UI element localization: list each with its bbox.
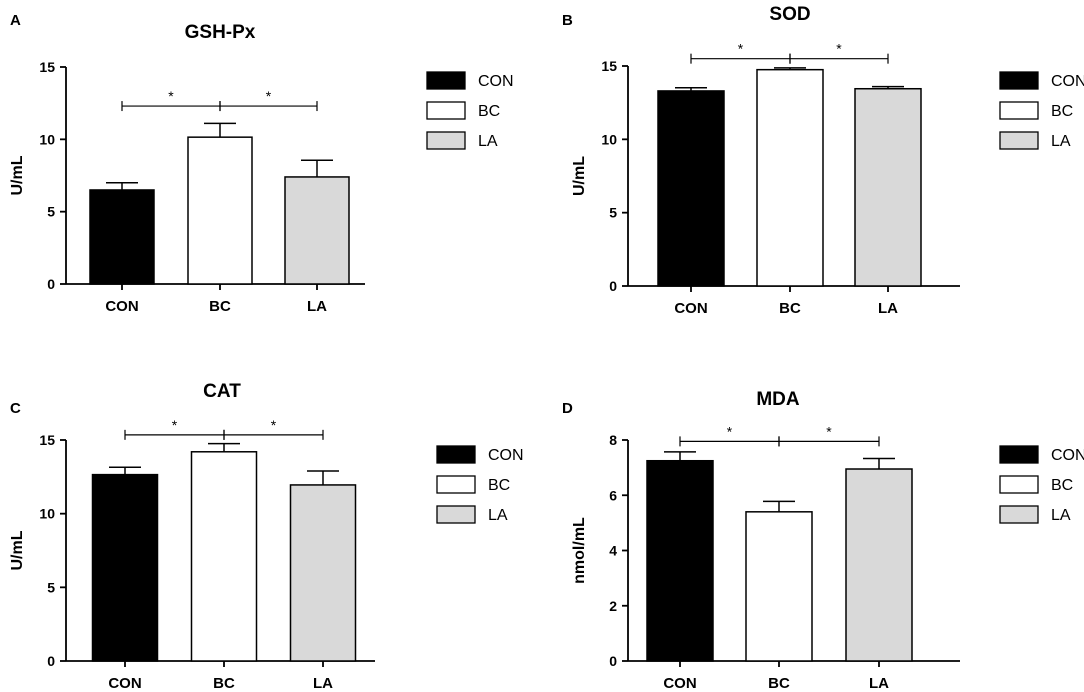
legend-label-bc: BC bbox=[1051, 103, 1073, 120]
y-tick-label: 0 bbox=[47, 276, 55, 292]
legend-swatch-con bbox=[999, 71, 1039, 90]
legend-swatch-la bbox=[999, 505, 1039, 524]
legend-label-con: CON bbox=[1051, 73, 1084, 90]
significance-star: * bbox=[826, 423, 832, 439]
y-tick-label: 5 bbox=[47, 579, 55, 595]
panel-letter: C bbox=[10, 400, 21, 417]
chart-title: MDA bbox=[756, 389, 800, 410]
significance-star: * bbox=[836, 41, 842, 57]
chart-panel-a: A GSH-Px U/mL 0 5 10 15 CON BC LA * * CON BC LA bbox=[9, 12, 514, 315]
significance-star: * bbox=[271, 417, 277, 433]
y-tick-label: 0 bbox=[47, 653, 55, 669]
bar-con bbox=[91, 473, 159, 662]
legend-swatch-con bbox=[426, 71, 466, 90]
bar-bc bbox=[745, 511, 813, 662]
bar-la bbox=[289, 484, 357, 662]
y-tick-label: 8 bbox=[609, 432, 617, 448]
chart-panel-d: D MDA nmol/mL 0 2 4 6 8 CON BC LA * * CON BC LA bbox=[562, 389, 1084, 692]
y-tick-label: 10 bbox=[39, 506, 55, 522]
significance-star: * bbox=[172, 417, 178, 433]
chart-title: CAT bbox=[203, 381, 241, 402]
x-tick-label-la: LA bbox=[878, 300, 898, 317]
legend-label-la: LA bbox=[478, 133, 498, 150]
y-tick-label: 15 bbox=[39, 59, 55, 75]
legend-label-bc: BC bbox=[478, 103, 500, 120]
legend-swatch-bc bbox=[999, 101, 1039, 120]
y-tick-label: 15 bbox=[39, 432, 55, 448]
x-tick-label-la: LA bbox=[313, 675, 333, 692]
significance-star: * bbox=[168, 88, 174, 104]
y-tick-label: 4 bbox=[609, 543, 617, 559]
x-tick-label-bc: BC bbox=[213, 675, 235, 692]
y-tick-label: 2 bbox=[609, 598, 617, 614]
legend-swatch-bc bbox=[436, 475, 476, 494]
legend-swatch-con bbox=[436, 445, 476, 464]
y-tick-label: 15 bbox=[601, 58, 617, 74]
chart-panel-b: B SOD U/mL 0 5 10 15 CON BC LA * * CON BC LA bbox=[562, 4, 1084, 317]
chart-title: GSH-Px bbox=[185, 22, 256, 43]
legend-label-con: CON bbox=[488, 447, 524, 464]
bar-bc bbox=[756, 68, 824, 287]
bar-la bbox=[845, 468, 913, 662]
significance-star: * bbox=[266, 88, 272, 104]
legend-swatch-bc bbox=[426, 101, 466, 120]
bar-bc bbox=[187, 136, 253, 285]
bar-bc bbox=[190, 451, 258, 662]
y-tick-label: 5 bbox=[609, 205, 617, 221]
legend-swatch-con bbox=[999, 445, 1039, 464]
y-tick-label: 6 bbox=[609, 487, 617, 503]
legend-label-con: CON bbox=[1051, 447, 1084, 464]
legend-label-la: LA bbox=[488, 507, 508, 524]
legend-swatch-la bbox=[426, 131, 466, 150]
bar-con bbox=[657, 90, 725, 287]
x-tick-label-con: CON bbox=[663, 675, 696, 692]
legend-label-la: LA bbox=[1051, 133, 1071, 150]
x-tick-label-bc: BC bbox=[779, 300, 801, 317]
legend-label-bc: BC bbox=[1051, 477, 1073, 494]
x-tick-label-con: CON bbox=[105, 298, 138, 315]
panel-letter: D bbox=[562, 400, 573, 417]
x-tick-label-bc: BC bbox=[768, 675, 790, 692]
bar-con bbox=[89, 189, 155, 285]
y-tick-label: 0 bbox=[609, 653, 617, 669]
panel-letter: A bbox=[10, 12, 21, 29]
y-axis-label: U/mL bbox=[9, 530, 26, 570]
legend-swatch-la bbox=[436, 505, 476, 524]
bar-la bbox=[854, 87, 922, 287]
significance-star: * bbox=[727, 423, 733, 439]
bar-con bbox=[646, 459, 714, 662]
x-tick-label-la: LA bbox=[869, 675, 889, 692]
legend-label-con: CON bbox=[478, 73, 514, 90]
y-tick-label: 10 bbox=[601, 131, 617, 147]
y-tick-label: 0 bbox=[609, 278, 617, 294]
y-axis-label: U/mL bbox=[9, 155, 26, 195]
legend-swatch-la bbox=[999, 131, 1039, 150]
x-tick-label-bc: BC bbox=[209, 298, 231, 315]
legend-label-bc: BC bbox=[488, 477, 510, 494]
legend-label-la: LA bbox=[1051, 507, 1071, 524]
legend-swatch-bc bbox=[999, 475, 1039, 494]
y-tick-label: 10 bbox=[39, 131, 55, 147]
significance-star: * bbox=[738, 41, 744, 57]
panel-letter: B bbox=[562, 12, 573, 29]
y-tick-label: 5 bbox=[47, 204, 55, 220]
x-tick-label-la: LA bbox=[307, 298, 327, 315]
chart-title: SOD bbox=[769, 4, 810, 25]
bar-la bbox=[284, 176, 350, 285]
chart-panel-c: C CAT U/mL 0 5 10 15 CON BC LA * * CON BC LA bbox=[9, 381, 524, 692]
x-tick-label-con: CON bbox=[674, 300, 707, 317]
y-axis-label: nmol/mL bbox=[571, 517, 588, 584]
x-tick-label-con: CON bbox=[108, 675, 141, 692]
y-axis-label: U/mL bbox=[571, 156, 588, 196]
